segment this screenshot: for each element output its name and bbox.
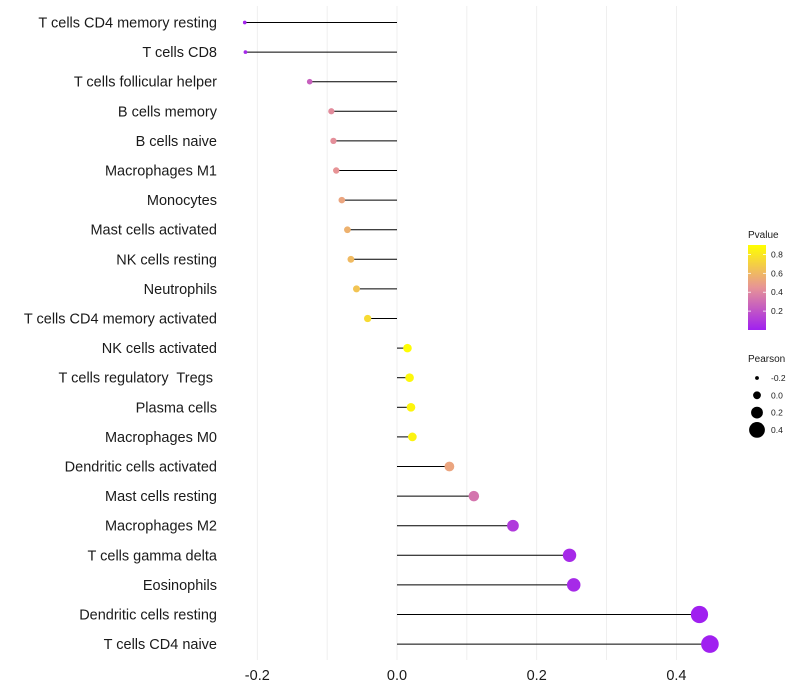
pearson-legend-key — [749, 422, 765, 438]
data-point — [507, 519, 519, 532]
category-label: T cells CD8 — [142, 45, 217, 61]
category-label: Neutrophils — [144, 282, 217, 298]
category-label: Plasma cells — [136, 400, 217, 416]
data-point — [243, 50, 248, 54]
category-label: Dendritic cells resting — [79, 608, 217, 624]
stems — [244, 22, 710, 645]
pvalue-colorbar — [748, 245, 766, 330]
x-axis-ticks: -0.2 0.0 0.2 0.4 — [245, 668, 687, 684]
category-label: Eosinophils — [143, 578, 217, 594]
data-point — [344, 226, 351, 234]
data-point — [242, 20, 247, 25]
category-label: Mast cells resting — [105, 489, 217, 505]
category-label: T cells CD4 memory resting — [38, 16, 217, 32]
data-point — [330, 137, 337, 145]
category-label: B cells memory — [118, 104, 218, 120]
data-point — [306, 78, 313, 85]
data-point — [352, 285, 360, 293]
pearson-legend: Pearson -0.2 0.0 0.2 0.4 — [748, 354, 786, 438]
pearson-legend-label: 0.2 — [771, 408, 783, 418]
category-label: Macrophages M2 — [105, 519, 217, 535]
category-label: Mast cells activated — [90, 223, 217, 239]
category-label: NK cells resting — [116, 252, 217, 268]
category-label: Macrophages M0 — [105, 430, 217, 446]
data-point — [562, 548, 577, 563]
pearson-legend-label: 0.0 — [771, 390, 783, 400]
category-label: T cells gamma delta — [88, 548, 218, 564]
data-point — [468, 490, 480, 502]
data-point — [701, 635, 719, 653]
data-point — [338, 196, 346, 204]
x-tick-label: 0.2 — [527, 668, 547, 684]
category-labels: T cells CD4 memory resting T cells CD8 T c… — [24, 16, 218, 654]
category-label: T cells regulatory Tregs — [59, 371, 218, 387]
x-tick-label: 0.4 — [666, 668, 686, 684]
category-label: NK cells activated — [102, 341, 217, 357]
data-point — [408, 432, 417, 442]
data-point — [347, 255, 355, 263]
data-point — [363, 314, 372, 323]
pearson-legend-key — [755, 376, 759, 380]
category-label: Macrophages M1 — [105, 164, 217, 180]
data-point — [333, 167, 340, 174]
x-tick-label: -0.2 — [245, 668, 270, 684]
category-label: Monocytes — [147, 193, 217, 209]
x-tick-label: 0.0 — [387, 668, 407, 684]
pvalue-legend: Pvalue 0.8 0.6 0.4 0.2 — [748, 230, 783, 330]
pvalue-legend-title: Pvalue — [748, 230, 779, 241]
data-point — [405, 373, 414, 382]
points — [242, 20, 719, 653]
category-label: T cells CD4 memory activated — [24, 312, 217, 328]
category-label: T cells follicular helper — [74, 75, 217, 91]
pvalue-legend-label: 0.2 — [771, 306, 783, 316]
data-point — [328, 108, 335, 115]
pearson-legend-title: Pearson — [748, 354, 785, 365]
data-point — [690, 605, 709, 624]
pvalue-legend-label: 0.6 — [771, 268, 783, 278]
pearson-legend-label: 0.4 — [771, 425, 783, 435]
category-label: Dendritic cells activated — [65, 460, 217, 476]
pvalue-legend-label: 0.8 — [771, 249, 783, 259]
pearson-legend-label: -0.2 — [771, 373, 786, 383]
data-point — [403, 343, 412, 353]
category-label: T cells CD4 naive — [104, 637, 217, 653]
data-point — [444, 461, 455, 472]
grid-lines — [256, 6, 677, 660]
pvalue-legend-label: 0.4 — [771, 287, 783, 297]
category-label: B cells naive — [136, 134, 217, 150]
data-point — [566, 578, 581, 592]
data-point — [406, 402, 416, 412]
pearson-legend-key — [753, 391, 761, 400]
pearson-legend-key — [751, 406, 763, 419]
